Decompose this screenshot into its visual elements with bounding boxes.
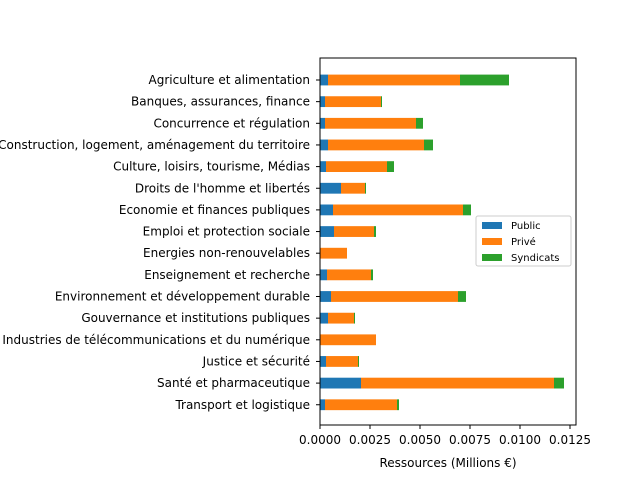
category-label: Energies non-renouvelables (143, 246, 310, 260)
category-labels: Agriculture et alimentation Banques, assu… (0, 73, 320, 412)
bar-segment-public (320, 204, 333, 216)
bar-segment-public (320, 291, 331, 302)
category-label: Santé et pharmaceutique (157, 376, 310, 390)
x-tick-label: 0.0000 (299, 433, 341, 447)
bar-segment-privé (333, 204, 463, 216)
bar-segment-public (320, 312, 328, 324)
legend-swatch-privé (482, 238, 502, 245)
x-tick-label: 0.0025 (349, 433, 391, 447)
bar-segment-public (320, 377, 361, 389)
bar-segment-syndicats (458, 291, 466, 302)
bar-segment-syndicats (381, 96, 382, 108)
legend-label: Privé (511, 236, 536, 248)
bar-segment-syndicats (354, 312, 355, 324)
bar-segment-privé (328, 312, 354, 324)
bar-segment-privé (320, 247, 347, 259)
category-label: Enseignement et recherche (144, 268, 310, 282)
bar-segment-privé (361, 377, 554, 389)
x-tick-label: 0.0125 (549, 433, 591, 447)
bar-segment-public (320, 117, 325, 129)
bar-segment-syndicats (424, 139, 433, 151)
bar-segment-public (320, 356, 326, 367)
category-label: Construction, logement, aménagement du t… (0, 138, 310, 152)
bar-segment-public (320, 182, 341, 194)
category-label: Droits de l'homme et libertés (135, 181, 310, 195)
bar-segment-syndicats (371, 269, 373, 281)
bar-segment-privé (341, 182, 365, 194)
bar-segment-privé (325, 96, 381, 108)
bar-segment-privé (326, 356, 358, 367)
bar-segment-privé (328, 139, 424, 151)
legend-swatch-syndicats (482, 254, 502, 261)
legend: Public Privé Syndicats (475, 215, 572, 267)
x-axis-ticks: 0.0000 0.0025 0.0050 0.0075 0.0100 0.0125 (299, 425, 591, 447)
legend-swatch-public (482, 222, 502, 229)
bar-segment-public (320, 399, 325, 411)
bar-segment-public (320, 139, 328, 151)
x-tick-label: 0.0050 (399, 433, 441, 447)
bar-segment-public (320, 269, 327, 281)
bar-segment-syndicats (460, 74, 509, 86)
bar-segment-privé (325, 117, 416, 129)
category-label: Gouvernance et institutions publiques (81, 311, 310, 325)
bar-segment-syndicats (554, 377, 564, 389)
bar-segment-public (320, 96, 325, 108)
category-label: Environnement et développement durable (55, 290, 310, 304)
bar-segment-public (320, 161, 326, 172)
legend-label: Syndicats (511, 253, 560, 264)
bar-segment-privé (328, 74, 460, 86)
bar-segment-syndicats (397, 399, 399, 411)
bar-segment-syndicats (387, 161, 394, 172)
bar-segment-syndicats (416, 117, 423, 129)
category-label: Economie et finances publiques (119, 203, 310, 217)
bar-segment-privé (326, 161, 387, 172)
bar-segment-public (320, 226, 334, 237)
bar-segment-privé (334, 226, 374, 237)
bar-segment-privé (320, 334, 376, 346)
category-label: Banques, assurances, finance (131, 95, 310, 109)
bar-segment-public (320, 74, 328, 86)
bar-segment-syndicats (358, 356, 359, 367)
x-tick-label: 0.0075 (449, 433, 491, 447)
category-label: Justice et sécurité (202, 354, 310, 368)
bar-segment-privé (331, 291, 458, 302)
category-label: Transport et logistique (174, 398, 310, 412)
category-label: Agriculture et alimentation (149, 73, 310, 87)
bars-layer (320, 74, 564, 411)
plot-frame (319, 57, 577, 426)
legend-label: Public (511, 221, 541, 232)
x-axis-label: Ressources (Millions €) (379, 456, 516, 470)
x-tick-label: 0.0100 (499, 433, 541, 447)
bar-segment-syndicats (374, 226, 376, 237)
bar-segment-privé (327, 269, 371, 281)
bar-segment-syndicats (365, 182, 366, 194)
category-label: Industries de télécommunications et du n… (2, 333, 310, 347)
bar-segment-syndicats (463, 204, 471, 216)
bar-segment-privé (325, 399, 397, 411)
category-label: Culture, loisirs, tourisme, Médias (113, 160, 310, 174)
category-label: Concurrence et régulation (153, 116, 310, 130)
category-label: Emploi et protection sociale (143, 225, 310, 239)
